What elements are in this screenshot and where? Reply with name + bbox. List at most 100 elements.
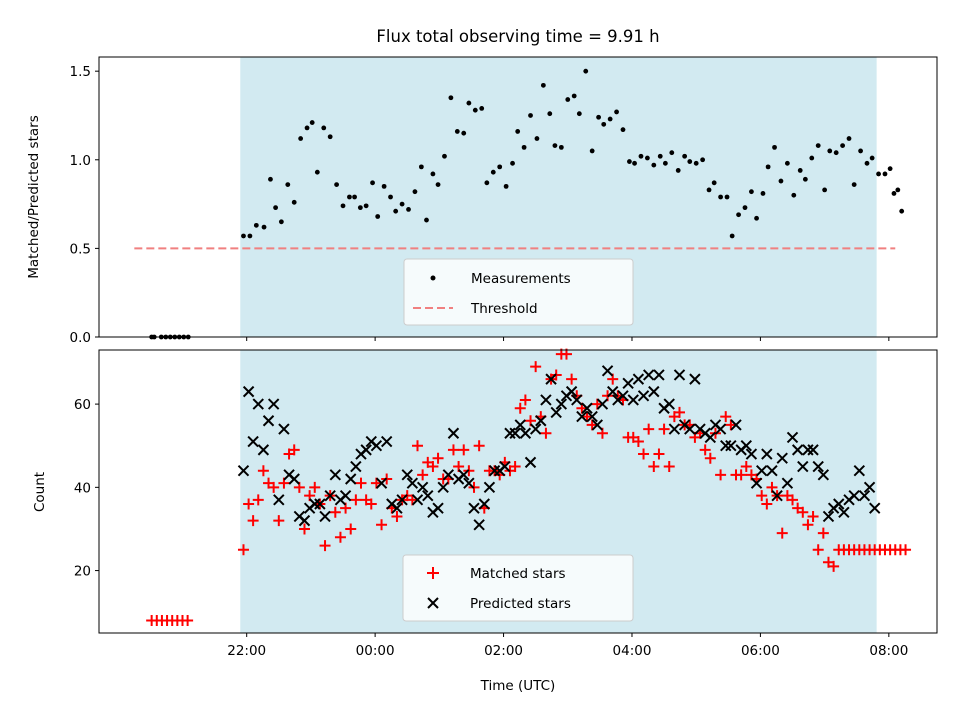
matched-star-point [530,361,542,373]
matched-star-point [812,544,824,556]
predicted-star-point [273,494,285,506]
predicted-star-point [247,435,259,448]
predicted-star-point [586,410,598,423]
predicted-star-point [463,477,475,489]
predicted-star-point [329,469,342,481]
measurement-point [285,182,291,187]
predicted-star-point [817,469,830,481]
measurement-point [576,111,582,117]
top-y-tick-label: 0.0 [70,330,91,346]
measurement-point [718,194,723,200]
predicted-star-point [761,448,773,460]
predicted-star-point [838,506,850,519]
measurement-point [435,182,441,187]
predicted-star-point [673,369,686,381]
measurement-point [273,205,278,211]
predicted-star-point [437,481,449,494]
matched-star-point [704,452,716,464]
predicted-star-point [596,398,609,410]
predicted-star-point [766,464,778,477]
measurement-point [552,143,558,149]
bottom-y-tick-label: 60 [74,397,91,413]
matched-star-point [237,544,249,556]
measurement-point [669,150,675,156]
x-tick-label: 22:00 [227,643,266,659]
bottom-marks [146,348,912,627]
predicted-star-point [473,519,485,531]
predicted-star-point [689,373,701,385]
predicted-star-point [822,510,835,523]
measurement-point [706,187,712,193]
predicted-star-point [519,427,532,439]
measurement-point [644,155,650,161]
measurement-point [791,192,797,198]
top-y-tick-label: 0.5 [70,241,91,257]
predicted-star-point [242,385,255,398]
measurement-point [309,120,315,125]
matched-star-point [638,448,650,460]
matched-star-point [900,544,912,556]
measurement-point [607,116,613,122]
predicted-star-point [745,448,758,460]
matched-star-point [252,494,264,506]
predicted-star-point [663,398,675,410]
predicted-star-point [848,489,860,502]
matched-star-point [648,461,660,473]
x-tick-label: 08:00 [869,643,908,659]
predicted-star-point [380,435,393,448]
matched-star-point [391,510,403,522]
measurement-point [736,212,741,218]
matched-star-point [273,515,285,527]
predicted-star-point [468,502,480,514]
x-tick-label: 00:00 [356,643,395,659]
predicted-star-point [314,498,326,510]
predicted-star-point [833,498,845,510]
predicted-star-point [853,464,866,477]
measurement-point [846,136,852,141]
measurement-point [760,191,766,196]
predicted-star-point [781,477,794,489]
measurement-point [754,215,759,221]
predicted-star-point [529,423,542,435]
x-tick-label: 06:00 [741,643,780,659]
measurement-point [772,144,777,150]
predicted-star-point [601,365,614,377]
matched-star-point [355,477,367,489]
measurement-point [388,194,393,200]
measurement-point [558,144,564,150]
measurement-point [589,148,595,154]
predicted-star-point [345,473,357,485]
measurement-point [687,159,693,164]
predicted-star-point [288,473,300,485]
predicted-star-point [740,440,752,452]
measurement-point [851,182,857,187]
predicted-star-point [406,477,419,489]
predicted-star-point [684,423,696,435]
matched-star-point [447,444,459,456]
measurement-point [472,107,478,113]
matched-star-point [298,523,310,535]
legend-predicted-label: Predicted stars [470,596,571,612]
predicted-star-point [396,494,408,506]
matched-star-point [417,469,429,481]
matched-star-point [376,519,388,531]
measurement-point [833,150,839,156]
matched-star-point [540,427,552,439]
predicted-star-point [622,377,634,390]
legend-matched-label: Matched stars [470,566,566,582]
matched-star-point [674,406,685,418]
predicted-star-point [632,373,645,385]
predicted-star-point [514,419,526,431]
top-y-axis-label: Matched/Predicted stars [26,115,42,278]
bottom-y-axis-label: Count [32,472,48,512]
matched-star-point [715,469,727,481]
measurement-point [711,180,717,186]
predicted-star-point [524,456,537,469]
legend-predicted-marker [427,597,439,609]
predicted-star-point [576,410,588,423]
measurement-point [381,183,387,189]
matched-star-point [370,477,382,489]
measurement-point [869,155,875,161]
top-panel: 0.0 0.5 1.0 1.5 Measurements Threshold Matc… [26,56,938,346]
matched-star-point [720,411,732,423]
